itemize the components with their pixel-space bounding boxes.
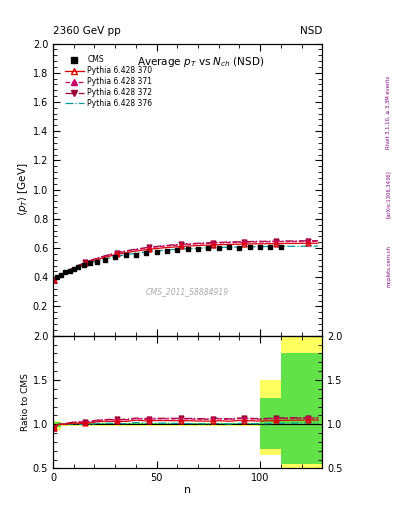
Text: Average $p_T$ vs $N_{ch}$ (NSD): Average $p_T$ vs $N_{ch}$ (NSD) [138,55,265,69]
Y-axis label: $\langle p_T \rangle$ [GeV]: $\langle p_T \rangle$ [GeV] [16,163,30,217]
Legend: CMS, Pythia 6.428 370, Pythia 6.428 371, Pythia 6.428 372, Pythia 6.428 376: CMS, Pythia 6.428 370, Pythia 6.428 371,… [62,53,155,111]
X-axis label: n: n [184,485,191,495]
Text: mcplots.cern.ch: mcplots.cern.ch [386,245,391,287]
Y-axis label: Ratio to CMS: Ratio to CMS [21,373,30,431]
Text: NSD: NSD [300,26,322,36]
Text: CMS_2011_S8884919: CMS_2011_S8884919 [146,287,229,296]
Text: Rivet 3.1.10, ≥ 3.3M events: Rivet 3.1.10, ≥ 3.3M events [386,76,391,150]
Text: 2360 GeV pp: 2360 GeV pp [53,26,121,36]
Text: [arXiv:1306.3436]: [arXiv:1306.3436] [386,170,391,219]
